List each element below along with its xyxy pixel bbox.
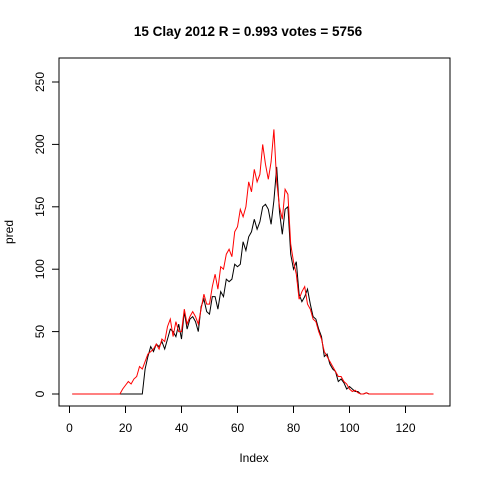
y-tick-label: 0: [33, 390, 47, 397]
y-tick-label: 150: [33, 196, 47, 216]
x-axis-label: Index: [239, 451, 268, 465]
y-axis-label: pred: [2, 220, 16, 244]
y-tick-label: 50: [33, 325, 47, 339]
x-axis: 0 20 40 60 80 100 120: [66, 405, 416, 435]
series-line-1: [72, 166, 434, 395]
y-tick-label: 100: [33, 259, 47, 279]
y-tick-label: 250: [33, 72, 47, 92]
chart-title: 15 Clay 2012 R = 0.993 votes = 5756: [134, 24, 363, 39]
x-tick-label: 100: [339, 421, 359, 435]
series-line-2: [72, 129, 434, 395]
y-tick-label: 200: [33, 134, 47, 154]
plot-frame: [58, 57, 451, 407]
x-tick-label: 60: [231, 421, 245, 435]
x-tick-label: 40: [175, 421, 189, 435]
y-axis: 0 50 100 150 200 250: [33, 72, 60, 397]
x-tick-label: 0: [66, 421, 73, 435]
x-tick-label: 80: [287, 421, 301, 435]
x-tick-label: 20: [119, 421, 133, 435]
series-layer: [72, 129, 434, 395]
x-tick-label: 120: [395, 421, 415, 435]
